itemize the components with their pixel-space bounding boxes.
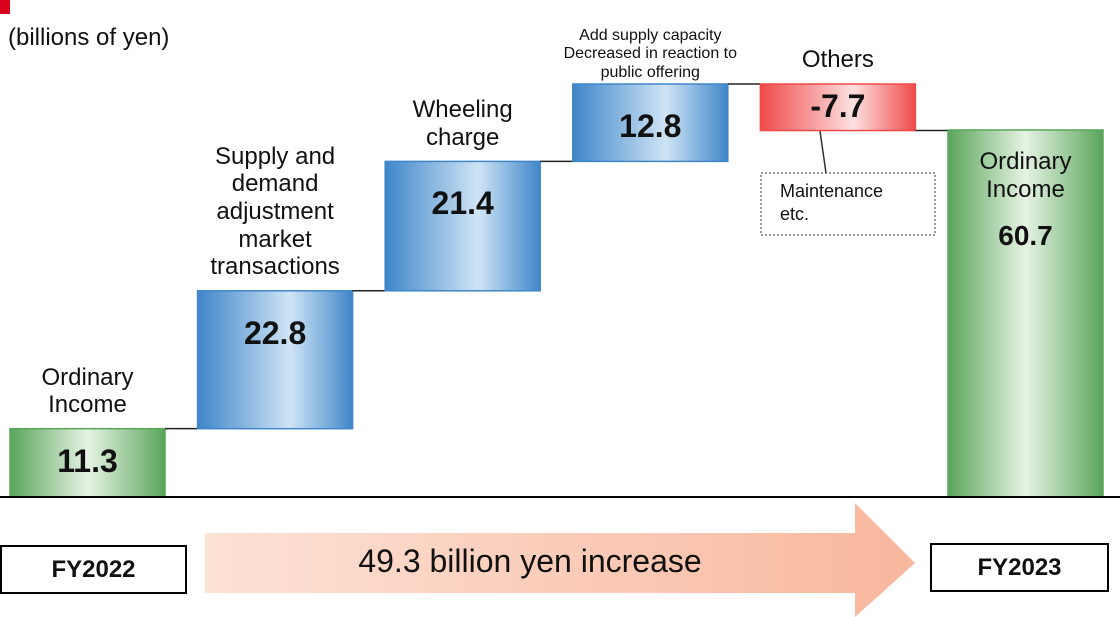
value-label: -7.7	[810, 88, 866, 124]
category-label: Supply and demand adjustment market tran…	[210, 142, 340, 281]
value-label: 11.3	[57, 442, 118, 479]
change-label: 49.3 billion yen increase	[358, 543, 702, 579]
annotation: Maintenance etc.	[780, 181, 884, 224]
title-marker	[0, 0, 10, 14]
unit-label: (billions of yen)	[8, 24, 170, 51]
category-label: Ordinary Income	[41, 363, 134, 419]
bar	[947, 129, 1104, 498]
category-label: Ordinary Income	[979, 147, 1072, 203]
annotation-box	[760, 172, 936, 236]
bar	[572, 83, 729, 163]
category-label: Others	[801, 46, 874, 73]
value-label: 12.8	[619, 108, 682, 144]
change-arrow	[205, 503, 915, 617]
end-label: FY2023	[977, 554, 1062, 581]
bar	[759, 83, 917, 132]
value-label: 22.8	[243, 314, 307, 351]
end-box	[930, 543, 1109, 592]
bar	[196, 290, 354, 430]
value-label: 21.4	[431, 185, 494, 222]
bar	[384, 160, 541, 292]
category-label: Add supply capacity Decreased in reactio…	[563, 27, 738, 81]
annotation-leader	[819, 130, 827, 174]
category-label: Wheeling charge	[412, 96, 513, 151]
value-label: 60.7	[998, 219, 1053, 251]
start-label: FY2022	[51, 556, 136, 583]
start-box	[0, 545, 187, 594]
